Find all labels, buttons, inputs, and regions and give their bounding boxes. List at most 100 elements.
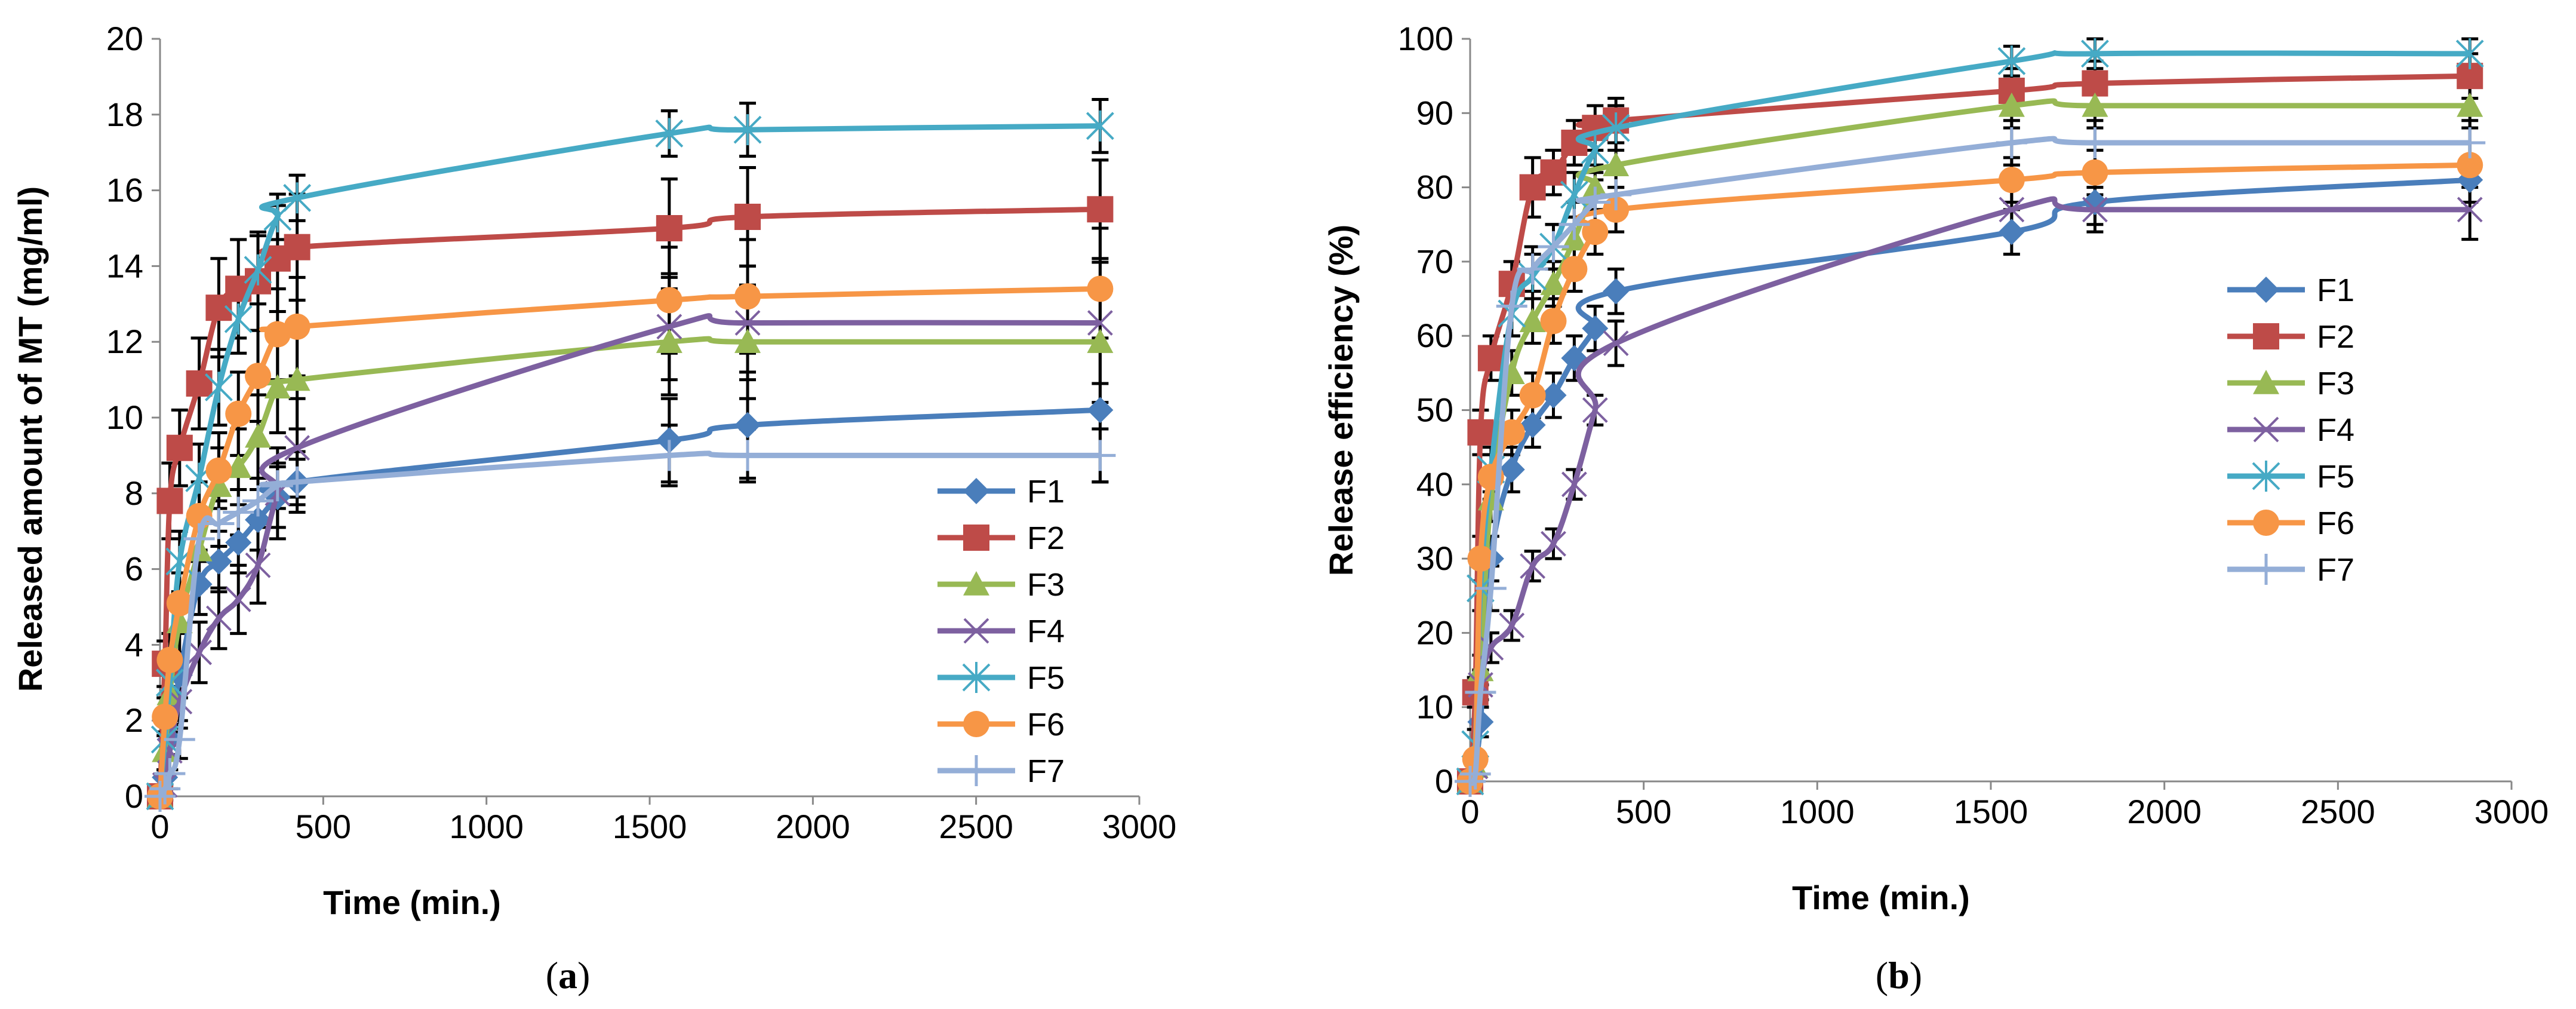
chart-b-point-f4 [2082,197,2108,223]
chart-a-series-f2 [147,196,1114,809]
chart-b-point-f3 [1603,152,1630,177]
chart-a-xtick-label: 1000 [449,808,524,845]
chart-b-ytick-label: 70 [1416,243,1453,280]
chart-a-legend-label-f7: F7 [1027,753,1065,789]
chart-b-legend-label-f3: F3 [2317,366,2354,401]
chart-a-plot-area: 0 2 4 6 8 10 12 14 16 18 20 0 500 1000 1500 2000 2500 300… [106,20,1177,845]
chart-b-point-f6 [1467,545,1494,572]
chart-a-point-f5 [655,118,684,149]
chart-a-point-f4 [225,586,251,612]
chart-a-point-f3 [656,329,683,353]
chart-a-point-f4 [186,639,213,665]
chart-b-point-f2 [1467,419,1494,446]
chart-b-point-f4 [1999,197,2025,223]
chart-a-point-f1 [734,412,761,438]
chart-a-xtick-label: 500 [296,808,351,845]
chart-a-point-f7 [154,757,186,789]
chart-b-point-f6 [1582,219,1609,246]
chart-b-point-f6 [1519,382,1546,409]
chart-b-xlabel: Time (min.) [1792,879,1970,916]
chart-a-point-f5 [733,114,762,146]
chart-b-legend-marker-f6 [2253,510,2279,536]
chart-b-point-f3 [2082,92,2108,117]
chart-a-point-f6 [245,363,271,390]
chart-a-xtick-label: 1500 [613,808,687,845]
chart-b-point-f7 [2079,127,2111,159]
chart-b-point-f4 [1520,553,1546,579]
chart-b-point-f1 [1519,412,1546,438]
chart-b-point-f1 [1998,219,2025,246]
chart-b-ytick-label: 10 [1416,688,1453,726]
chart-b-point-f6 [1998,167,2025,194]
chart-a-point-f5 [244,254,272,286]
chart-b-ytick-label: 80 [1416,168,1453,206]
chart-b-ytick-label: 40 [1416,465,1453,503]
chart-a-point-f6 [166,590,193,617]
chart-b-legend-label-f4: F4 [2317,412,2354,448]
chart-b-legend-marker-f5 [2252,461,2280,492]
chart-a-legend-marker-f4 [963,618,989,644]
chart-b-series-f7 [1455,127,2486,797]
chart-a-point-f6 [734,283,761,310]
chart-b-xtick-label: 2000 [2127,793,2202,830]
chart-b-point-f7 [2454,127,2486,159]
chart-a-point-f1 [1087,397,1114,424]
chart-a-ytick-label: 20 [106,20,143,57]
chart-a-point-f4 [656,314,683,340]
chart-b-series-f4 [1457,196,2483,795]
chart-b-ytick-label: 30 [1416,539,1453,577]
chart-a-point-f1 [205,548,232,575]
chart-b-point-f3 [1519,308,1546,333]
chart-b-point-f3 [1998,92,2025,117]
chart-b-legend-marker-f1 [2253,277,2279,303]
chart-a-point-f2 [1087,196,1114,223]
chart-a-xtick-label: 2500 [939,808,1013,845]
chart-b-legend-marker-f2 [2253,323,2279,349]
chart-a-ytick-label: 8 [125,474,143,512]
chart-b-point-f1 [1603,278,1630,305]
chart-b-point-f6 [1561,256,1588,283]
chart-a-point-f7 [164,723,195,755]
chart-b-point-f7 [1996,127,2027,159]
chart-b-legend-label-f6: F6 [2317,505,2354,541]
chart-b-ytick-label: 60 [1416,317,1453,354]
chart-a-ytick-label: 16 [106,171,143,209]
chart-a-ytick-label: 14 [106,247,143,284]
chart-b-point-f7 [1600,179,1632,211]
chart-b-xtick-label: 1500 [1954,793,2028,830]
chart-a-ytick-label: 6 [125,550,143,588]
chart-a-point-f5 [204,372,233,403]
chart-a-caption: (a) [546,954,591,996]
chart-b-legend-marker-f4 [2253,416,2279,443]
chart-b-line-f4 [1467,196,2470,783]
chart-a-legend-label-f3: F3 [1027,567,1065,603]
chart-a-point-f1 [225,529,252,556]
chart-a-ytick-label: 0 [125,777,143,815]
chart-a-legend-label-f2: F2 [1027,520,1065,556]
chart-a-point-f2 [656,215,683,241]
chart-a-point-f7 [183,523,215,554]
chart-b-legend-marker-f3 [2253,370,2279,394]
chart-a-point-f3 [264,374,291,398]
chart-a-legend-marker-f1 [963,478,989,504]
chart-b-point-f7 [1496,290,1527,322]
chart-a-series-f7 [145,440,1116,812]
chart-b-point-f4 [1561,471,1587,498]
chart-a-point-f3 [245,423,271,448]
chart-b-point-f7 [1558,208,1590,240]
chart-a-legend-label-f6: F6 [1027,707,1065,743]
chart-b-point-f4 [1603,330,1629,357]
chart-b-xtick-label: 1000 [1780,793,1855,830]
chart-a-point-f2 [166,434,193,461]
chart-b-xtick-label: 0 [1461,793,1479,830]
chart-b-point-f5 [2455,38,2484,69]
chart-b-point-f6 [1540,308,1567,335]
chart-b-ylabel: Release efficiency (%) [1322,225,1360,576]
chart-a-point-f5 [1086,110,1114,142]
chart-b-point-f1 [1540,382,1567,409]
chart-a-legend-label-f4: F4 [1027,614,1065,649]
chart-a-point-f3 [284,366,311,391]
chart-a-ytick-label: 2 [125,701,143,739]
chart-a-point-f6 [656,287,683,314]
